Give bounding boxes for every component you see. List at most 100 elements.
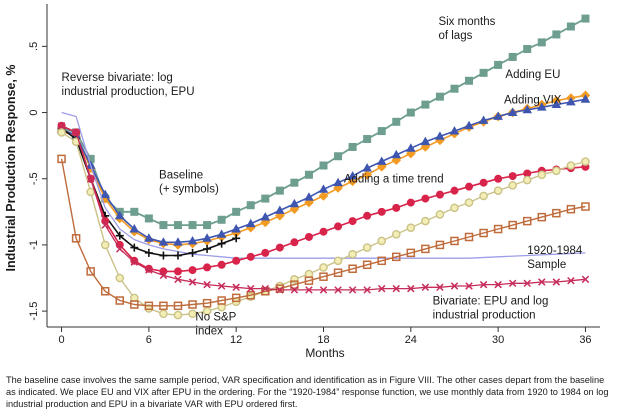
series-line <box>61 98 586 244</box>
data-point <box>493 111 503 120</box>
data-point <box>479 191 488 201</box>
data-point <box>275 243 284 252</box>
data-point <box>246 252 255 261</box>
data-point <box>450 203 459 213</box>
data-point <box>275 205 285 214</box>
data-point <box>567 276 575 285</box>
data-point <box>566 22 575 31</box>
data-point <box>348 264 357 274</box>
series-annotation: Six months of lags <box>438 16 495 42</box>
data-point <box>173 251 182 260</box>
data-point <box>289 198 300 208</box>
data-point <box>406 108 415 117</box>
data-point <box>362 260 372 270</box>
data-point <box>260 217 271 228</box>
data-point <box>173 221 182 230</box>
data-point <box>552 166 561 176</box>
data-point <box>537 170 547 180</box>
data-point <box>508 181 517 190</box>
data-point <box>319 286 328 294</box>
annotation-line: industrial production, EPU <box>62 86 195 98</box>
data-point <box>290 280 299 289</box>
annotations: Six months of lags Adding EU Adding VIX Reve… <box>62 16 583 337</box>
data-point <box>348 142 357 151</box>
data-point <box>100 287 110 296</box>
data-point <box>232 283 240 292</box>
data-point <box>421 283 430 292</box>
data-point <box>86 175 95 183</box>
y-tick-label: -1.5 <box>28 302 40 321</box>
data-point <box>275 284 285 293</box>
series-annotation: Adding a time trend <box>344 174 444 186</box>
data-point <box>435 210 445 219</box>
data-point <box>465 282 473 290</box>
x-axis-label: Months <box>305 346 344 360</box>
data-point <box>391 230 401 239</box>
data-point <box>72 128 80 137</box>
data-point <box>421 244 430 254</box>
annotation-line: Baseline <box>159 170 203 182</box>
series-line <box>61 94 586 246</box>
data-point <box>100 240 110 250</box>
data-point <box>522 216 532 226</box>
annotation-line: No S&P <box>195 311 236 323</box>
data-point <box>566 96 576 106</box>
data-point <box>435 240 445 250</box>
x-tick-label: 30 <box>492 334 504 346</box>
data-point <box>159 271 168 280</box>
data-point <box>216 229 227 238</box>
data-point <box>581 14 590 23</box>
x-ticks: 0 6 12 18 24 30 36 <box>58 327 592 346</box>
data-point <box>449 126 460 135</box>
data-point <box>318 184 329 193</box>
data-point <box>246 201 255 210</box>
data-point <box>523 45 532 54</box>
data-point <box>348 217 357 226</box>
data-point <box>217 260 226 269</box>
data-point <box>421 216 430 226</box>
data-point <box>231 293 241 303</box>
data-point <box>362 169 372 180</box>
data-point <box>319 227 328 236</box>
annotation-line: Reverse bivariate: log <box>62 72 173 84</box>
data-point <box>377 207 386 216</box>
x-tick-label: 12 <box>230 334 242 346</box>
data-point <box>362 243 372 252</box>
data-point <box>260 212 271 221</box>
x-tick-label: 24 <box>405 334 417 346</box>
data-point <box>493 224 503 234</box>
series-annotation: Adding EU <box>505 69 560 81</box>
data-point <box>507 107 518 116</box>
series-annotation: Adding VIX <box>504 94 562 106</box>
data-point <box>173 237 183 246</box>
data-point <box>391 149 402 159</box>
data-point <box>144 233 154 242</box>
data-point <box>377 236 387 246</box>
data-point <box>116 245 124 253</box>
data-point <box>217 239 226 248</box>
data-point <box>377 256 386 266</box>
data-point <box>406 223 416 233</box>
data-point <box>245 218 256 228</box>
data-point <box>479 228 488 238</box>
data-point <box>581 275 590 284</box>
data-point <box>522 175 532 185</box>
data-point <box>552 278 561 286</box>
data-point <box>552 208 561 218</box>
data-point <box>581 157 590 166</box>
series-annotation: Reverse bivariate: log industrial product… <box>62 72 195 98</box>
annotation-line: industrial production <box>433 309 536 321</box>
series-layer <box>56 14 591 320</box>
annotation-line: Adding a time trend <box>344 174 444 186</box>
data-point <box>86 154 95 163</box>
data-point <box>435 92 444 101</box>
data-point <box>392 203 401 212</box>
data-point <box>115 273 125 283</box>
data-point <box>479 280 488 289</box>
data-point <box>435 190 444 199</box>
data-point <box>232 207 241 216</box>
data-point <box>334 222 343 231</box>
data-point <box>421 194 430 203</box>
data-point <box>276 286 284 294</box>
axes: .5 0 -.5 -1 -1.5 0 6 12 18 24 30 36 Industrial Pro… <box>4 4 600 360</box>
